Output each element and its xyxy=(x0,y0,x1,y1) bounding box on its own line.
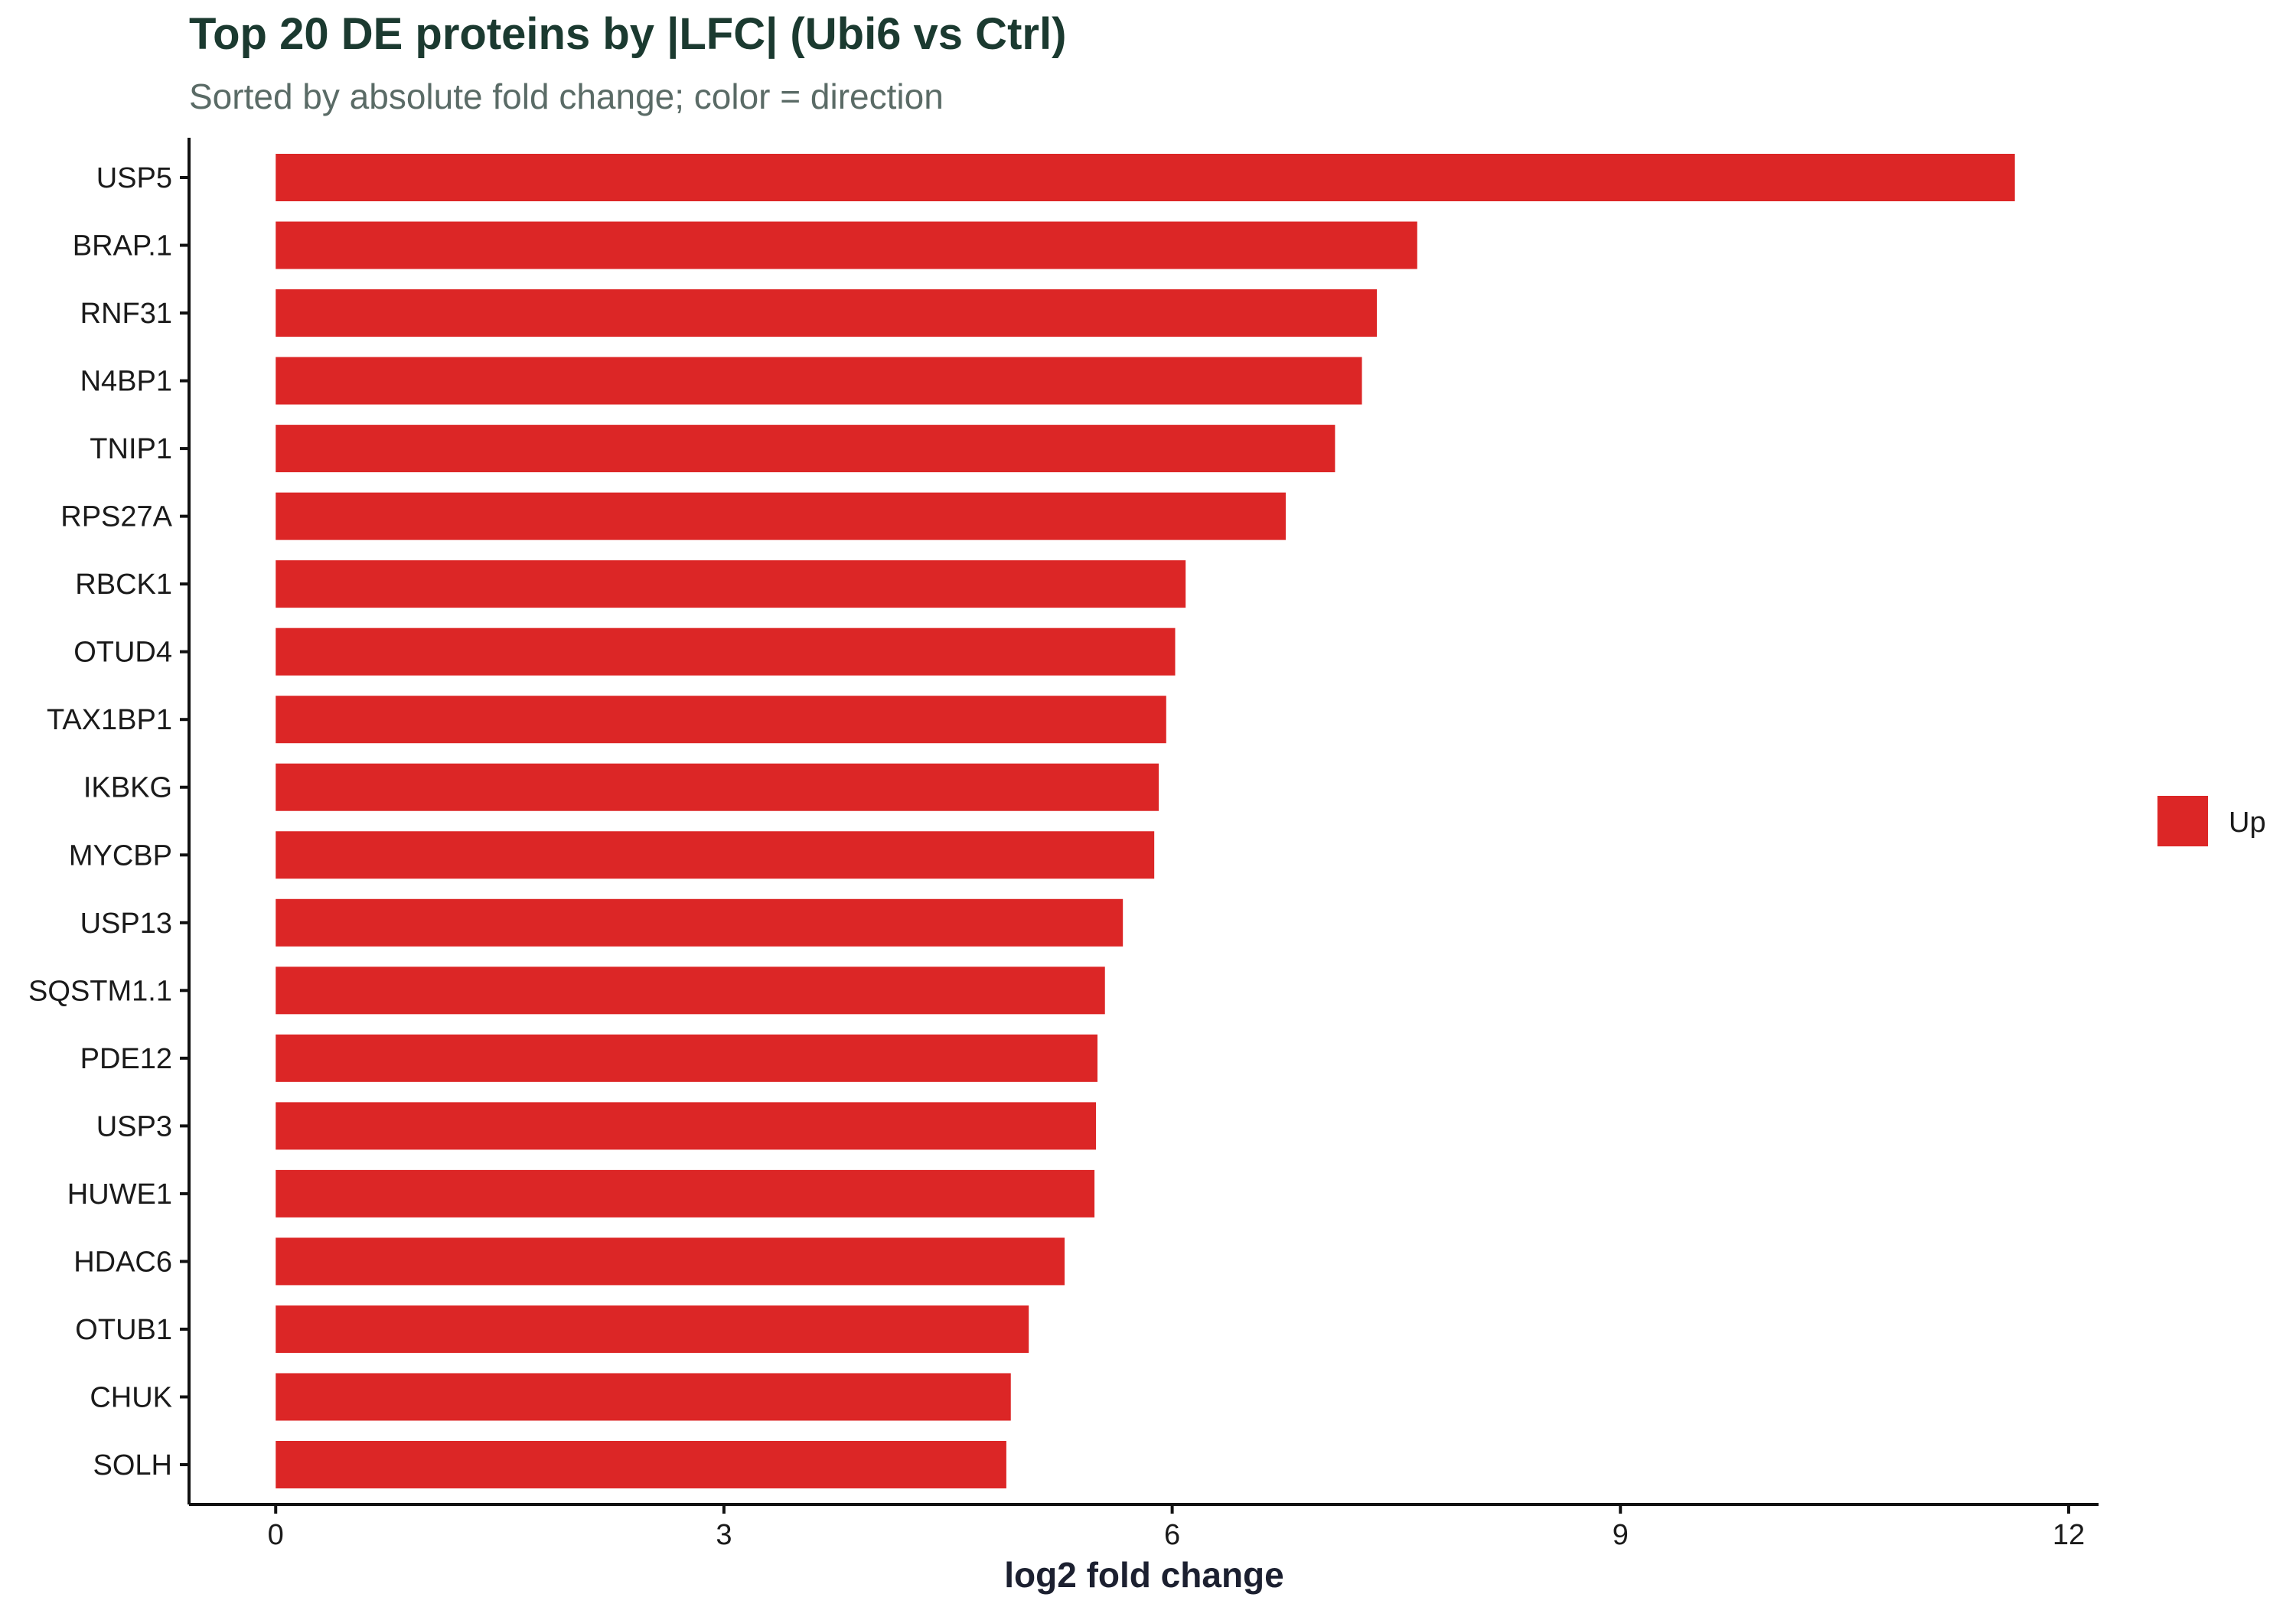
x-tick-label: 3 xyxy=(716,1519,732,1551)
y-tick-label: PDE12 xyxy=(80,1043,172,1075)
x-tick-label: 9 xyxy=(1613,1519,1629,1551)
y-tick-label: OTUD4 xyxy=(73,637,172,669)
bar-hdac6 xyxy=(276,1237,1065,1286)
y-tick-label: USP5 xyxy=(96,162,172,194)
y-tick-label: RNF31 xyxy=(80,298,172,330)
x-tick-label: 6 xyxy=(1164,1519,1180,1551)
y-tick-label: IKBKG xyxy=(83,772,172,804)
x-tick-label: 0 xyxy=(268,1519,284,1551)
y-tick-label: BRAP.1 xyxy=(73,230,172,262)
x-tick-label: 12 xyxy=(2053,1519,2085,1551)
bar-huwe1 xyxy=(276,1169,1095,1217)
bar-rbck1 xyxy=(276,560,1186,608)
x-axis-title: log2 fold change xyxy=(1004,1555,1283,1595)
y-tick-label: RPS27A xyxy=(60,501,172,533)
bar-tax1bp1 xyxy=(276,696,1166,744)
y-tick-label: CHUK xyxy=(90,1381,172,1413)
y-tick-label: HDAC6 xyxy=(73,1246,172,1278)
y-tick-label: RBCK1 xyxy=(75,569,172,601)
bar-rnf31 xyxy=(276,289,1378,337)
bar-otud4 xyxy=(276,627,1176,676)
chart-title: Top 20 DE proteins by |LFC| (Ubi6 vs Ctr… xyxy=(189,9,1066,59)
bar-chuk xyxy=(276,1373,1011,1421)
y-tick-label: TAX1BP1 xyxy=(47,704,172,736)
y-tick-label: MYCBP xyxy=(69,839,172,872)
y-tick-label: USP3 xyxy=(96,1110,172,1143)
y-tick-label: SOLH xyxy=(93,1449,172,1482)
bar-brap-1 xyxy=(276,221,1417,269)
bar-ikbkg xyxy=(276,763,1159,811)
y-axis: USP5 BRAP.1 RNF31 N4BP1 TNIP1 RPS27A RBCK1 OTUD… xyxy=(28,138,191,1504)
y-tick-label: SQSTM1.1 xyxy=(28,975,172,1007)
bar-mycbp xyxy=(276,831,1155,879)
y-tick-label: HUWE1 xyxy=(67,1178,172,1211)
legend: Up xyxy=(2157,796,2266,846)
y-tick-label: USP13 xyxy=(80,908,172,940)
bars-group xyxy=(276,154,2015,1488)
y-tick-label: OTUB1 xyxy=(75,1314,172,1346)
bar-usp13 xyxy=(276,898,1124,947)
bar-tnip1 xyxy=(276,425,1336,473)
legend-swatch-up xyxy=(2157,796,2208,846)
y-tick-label: TNIP1 xyxy=(90,433,172,465)
bar-sqstm1-1 xyxy=(276,966,1105,1015)
bar-rps27a xyxy=(276,492,1286,540)
legend-label-up: Up xyxy=(2229,807,2266,839)
chart-subtitle: Sorted by absolute fold change; color = … xyxy=(189,77,944,116)
bar-solh xyxy=(276,1441,1006,1488)
y-tick-label: N4BP1 xyxy=(80,366,172,398)
bar-usp3 xyxy=(276,1102,1097,1150)
bar-n4bp1 xyxy=(276,357,1362,405)
x-axis: 0 3 6 9 12 xyxy=(189,1503,2099,1551)
bar-otub1 xyxy=(276,1305,1029,1353)
bar-pde12 xyxy=(276,1034,1097,1082)
bar-usp5 xyxy=(276,154,2015,201)
